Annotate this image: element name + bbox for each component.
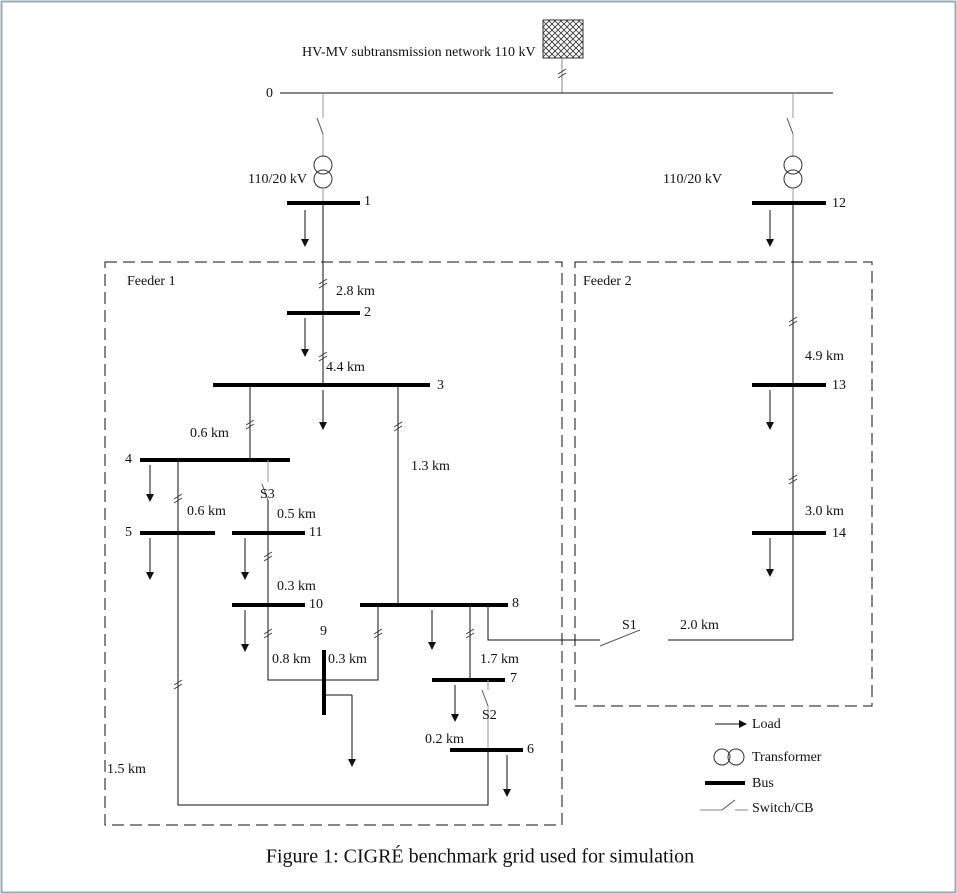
- bus-label: 4: [125, 452, 132, 467]
- hatch: [557, 72, 567, 79]
- legend-label: Switch/CB: [752, 801, 813, 816]
- line-length: 2.8 km: [336, 284, 375, 299]
- legend-transformer: [713, 748, 731, 766]
- hatch: [318, 351, 328, 358]
- line-length: 1.3 km: [411, 459, 450, 474]
- switch-label: S1: [622, 618, 637, 633]
- hatch: [263, 555, 273, 562]
- bus-label: 5: [125, 525, 132, 540]
- hatch: [173, 493, 183, 500]
- line-length: 3.0 km: [805, 504, 844, 519]
- switch-label: S2: [482, 708, 497, 723]
- legend-transformer: [727, 748, 745, 766]
- hatch: [245, 423, 255, 430]
- hatch: [318, 282, 328, 289]
- hatch: [788, 316, 798, 323]
- hatch: [788, 478, 798, 485]
- feeder-label: Feeder 1: [127, 274, 176, 289]
- bus-label: 2: [364, 305, 371, 320]
- hatch: [788, 320, 798, 327]
- switch: [721, 799, 736, 811]
- hatch: [263, 632, 273, 639]
- legend-label: Bus: [752, 776, 774, 791]
- bus-label: 8: [512, 596, 519, 611]
- transformer: [313, 155, 333, 175]
- hatch: [263, 551, 273, 558]
- bus-label: 12: [832, 196, 846, 211]
- bus-label: 3: [437, 378, 444, 393]
- transformer: [783, 155, 803, 175]
- hatch: [465, 628, 475, 635]
- transformer-label: 110/20 kV: [663, 172, 722, 187]
- switch: [316, 117, 324, 135]
- legend-label: Load: [752, 717, 781, 732]
- line-length: 0.6 km: [187, 504, 226, 519]
- hatch: [263, 628, 273, 635]
- line-length: 4.4 km: [326, 360, 365, 375]
- bus-label: 14: [832, 526, 846, 541]
- feeder-box: [104, 261, 563, 826]
- line-length: 0.3 km: [328, 652, 367, 667]
- switch: [261, 483, 269, 501]
- hatch: [465, 632, 475, 639]
- line-length: 1.5 km: [107, 762, 146, 777]
- switch: [599, 629, 641, 647]
- transformer: [313, 169, 333, 189]
- hatch: [373, 632, 383, 639]
- hatch: [318, 278, 328, 285]
- line-length: 0.8 km: [272, 652, 311, 667]
- switch: [481, 689, 489, 707]
- line-length: 2.0 km: [680, 618, 719, 633]
- caption: Figure 1: CIGRÉ benchmark grid used for …: [266, 845, 694, 868]
- wire: [177, 460, 489, 806]
- bus-label: 6: [527, 742, 534, 757]
- wire: [487, 605, 600, 641]
- hatch: [318, 355, 328, 362]
- hatch: [373, 628, 383, 635]
- hatch: [173, 683, 183, 690]
- transformer: [783, 169, 803, 189]
- bus-label: 10: [309, 597, 323, 612]
- hatch: [393, 425, 403, 432]
- hatch: [557, 68, 567, 75]
- line-length: 4.9 km: [805, 349, 844, 364]
- bus-label: 11: [309, 525, 322, 540]
- bus-label: 13: [832, 378, 846, 393]
- hatch: [393, 421, 403, 428]
- feeder-box: [574, 261, 873, 707]
- bus-label: 1: [364, 194, 371, 209]
- bus-label: 0: [266, 86, 273, 101]
- switch-label: S3: [260, 487, 275, 502]
- line-length: 0.6 km: [190, 426, 229, 441]
- bus-label: 9: [320, 624, 327, 639]
- line-length: 1.7 km: [480, 652, 519, 667]
- hatch: [245, 419, 255, 426]
- line-length: 0.2 km: [425, 732, 464, 747]
- legend-label: Transformer: [752, 750, 822, 765]
- line-length: 0.3 km: [277, 579, 316, 594]
- hatch: [788, 474, 798, 481]
- network-label: HV-MV subtransmission network 110 kV: [302, 45, 536, 60]
- transformer-label: 110/20 kV: [248, 172, 307, 187]
- hatch: [173, 497, 183, 504]
- line-length: 0.5 km: [277, 507, 316, 522]
- bus-label: 7: [510, 671, 517, 686]
- switch: [786, 117, 794, 135]
- grid-symbol: [542, 19, 584, 59]
- feeder-label: Feeder 2: [583, 274, 632, 289]
- hatch: [173, 679, 183, 686]
